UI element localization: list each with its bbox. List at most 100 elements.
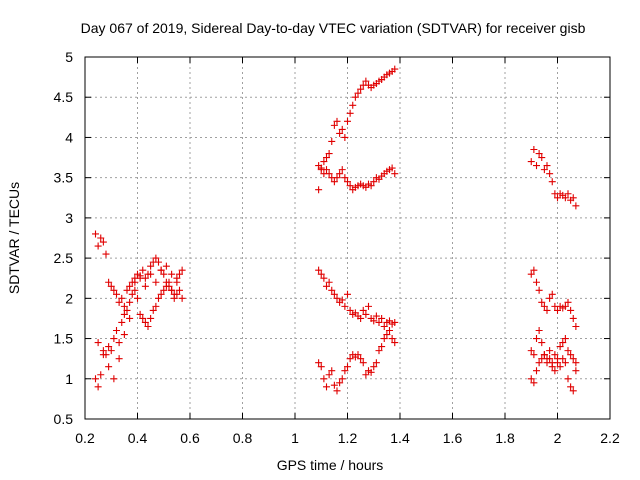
data-point bbox=[391, 318, 399, 326]
data-point bbox=[538, 339, 546, 347]
data-point bbox=[375, 347, 383, 355]
data-point bbox=[315, 186, 323, 194]
data-point bbox=[110, 286, 118, 294]
data-point bbox=[572, 322, 580, 330]
data-point bbox=[147, 314, 155, 322]
data-point bbox=[569, 387, 577, 395]
data-point bbox=[317, 270, 325, 278]
data-point bbox=[105, 363, 113, 371]
data-point bbox=[115, 298, 123, 306]
data-point bbox=[107, 347, 115, 355]
data-point bbox=[551, 351, 559, 359]
data-point bbox=[120, 302, 128, 310]
data-point bbox=[346, 182, 354, 190]
grid bbox=[85, 57, 610, 419]
data-point bbox=[110, 335, 118, 343]
x-tick-label: 2 bbox=[554, 430, 562, 446]
data-point bbox=[383, 331, 391, 339]
y-tick-label: 5 bbox=[65, 49, 73, 65]
data-point bbox=[94, 242, 102, 250]
data-point bbox=[538, 154, 546, 162]
data-point bbox=[325, 170, 333, 178]
data-point bbox=[323, 154, 330, 162]
data-point bbox=[365, 302, 372, 310]
data-point bbox=[315, 266, 323, 274]
data-point bbox=[561, 335, 569, 343]
data-point bbox=[147, 270, 155, 278]
data-point bbox=[530, 266, 538, 274]
data-point bbox=[543, 162, 551, 170]
data-point bbox=[338, 125, 346, 133]
data-point bbox=[564, 375, 572, 383]
y-tick-label: 2.5 bbox=[54, 250, 74, 266]
data-point bbox=[362, 77, 370, 85]
data-point bbox=[176, 286, 183, 294]
y-tick-label: 4 bbox=[65, 129, 73, 145]
data-point bbox=[567, 351, 575, 359]
data-point bbox=[346, 355, 354, 363]
series-cluster-2-lower-desc bbox=[315, 266, 399, 330]
data-point bbox=[333, 294, 341, 302]
data-point bbox=[354, 351, 362, 359]
data-point bbox=[315, 359, 323, 367]
data-point bbox=[567, 383, 575, 391]
y-tick-label: 2 bbox=[65, 290, 73, 306]
data-point bbox=[160, 286, 168, 294]
x-tick-label: 1.4 bbox=[390, 430, 410, 446]
data-point bbox=[325, 278, 333, 286]
data-point bbox=[533, 335, 540, 343]
data-point bbox=[336, 129, 344, 137]
data-point bbox=[391, 339, 399, 347]
data-point bbox=[338, 296, 346, 304]
x-tick-label: 1 bbox=[291, 430, 299, 446]
data-point bbox=[341, 133, 349, 141]
data-point bbox=[338, 375, 346, 383]
data-point bbox=[372, 312, 380, 320]
data-point bbox=[170, 294, 178, 302]
data-point bbox=[556, 343, 564, 351]
data-point bbox=[554, 306, 561, 314]
data-point bbox=[346, 306, 354, 314]
series-cluster-2-upper bbox=[315, 65, 399, 194]
series-cluster-2-lower-asc bbox=[315, 327, 399, 395]
data-point bbox=[559, 355, 567, 363]
data-point bbox=[110, 375, 118, 383]
data-point bbox=[341, 174, 349, 182]
data-point bbox=[388, 164, 396, 172]
data-point bbox=[354, 89, 362, 97]
data-point bbox=[144, 322, 152, 330]
data-point bbox=[330, 178, 338, 186]
data-point bbox=[567, 306, 575, 314]
axis-ticks: 0.2 0.4 0.6 0.8 1 1.2 1.4 1.6 1.8 2 2.2 0.5 1 1.5 2 2.5… bbox=[54, 49, 620, 446]
series-cluster-1-mid bbox=[94, 262, 181, 383]
data-point bbox=[123, 286, 131, 294]
series-cluster-2-middle bbox=[315, 162, 399, 194]
x-tick-label: 1.8 bbox=[495, 430, 515, 446]
data-point bbox=[380, 335, 388, 343]
data-point bbox=[155, 258, 162, 266]
data-point bbox=[559, 339, 567, 347]
x-tick-label: 0.6 bbox=[180, 430, 200, 446]
data-point bbox=[540, 302, 548, 310]
data-point bbox=[538, 298, 546, 306]
data-point bbox=[359, 359, 367, 367]
data-point bbox=[328, 367, 336, 375]
data-point bbox=[176, 270, 183, 278]
series-cluster-3-upper bbox=[527, 146, 580, 210]
data-point bbox=[546, 170, 554, 178]
x-tick-label: 1.6 bbox=[443, 430, 463, 446]
data-point bbox=[391, 170, 399, 178]
data-point bbox=[105, 278, 113, 286]
data-point bbox=[540, 351, 548, 359]
data-point bbox=[333, 174, 341, 182]
data-point bbox=[357, 314, 365, 322]
data-point bbox=[564, 298, 572, 306]
x-tick-label: 0.8 bbox=[233, 430, 253, 446]
data-point bbox=[341, 302, 349, 310]
data-point bbox=[131, 278, 139, 286]
data-point bbox=[391, 65, 399, 73]
data-point bbox=[118, 318, 126, 326]
data-point bbox=[168, 286, 176, 294]
data-point bbox=[152, 254, 160, 262]
